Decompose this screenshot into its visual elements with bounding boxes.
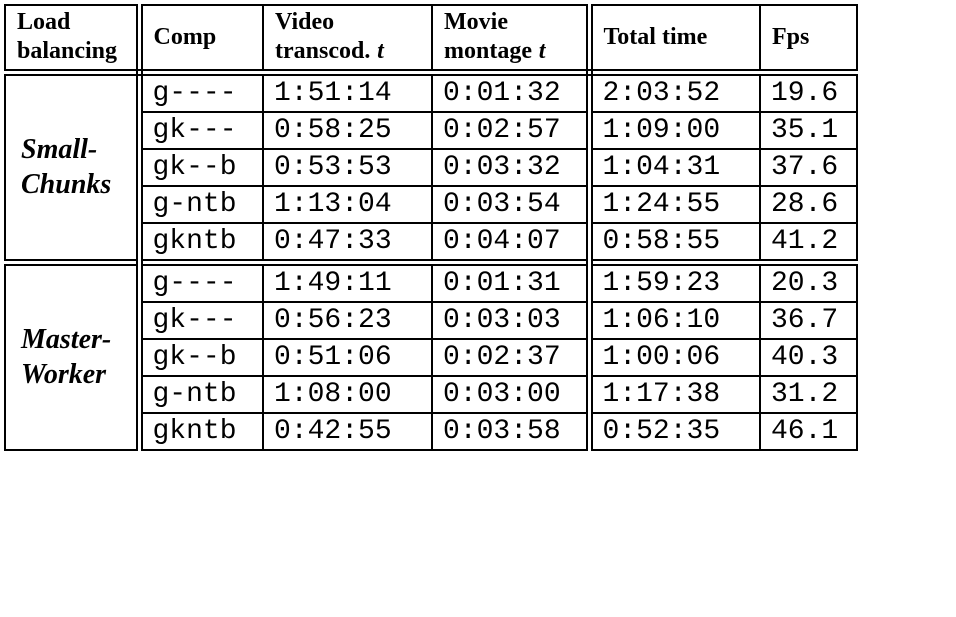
fps-cell: 36.7	[759, 300, 858, 340]
results-table: Load balancing Comp Video transcod. t Mov…	[4, 3, 858, 451]
comp-cell: g----	[138, 71, 264, 113]
movie-montage-cell: 0:01:32	[431, 71, 593, 113]
table-row: gk--- 0:58:25 0:02:57 1:09:00 35.1	[5, 110, 858, 150]
comp-cell: g-ntb	[138, 374, 264, 414]
col-header-label: Movie montage	[444, 9, 532, 65]
movie-montage-cell: 0:03:54	[431, 184, 593, 224]
col-header-label: Comp	[153, 23, 217, 50]
col-header-label: Load balancing	[17, 9, 118, 65]
table-row: gkntb 0:47:33 0:04:07 0:58:55 41.2	[5, 221, 858, 264]
table-row: Small-Chunks g---- 1:51:14 0:01:32 2:03:…	[4, 71, 858, 264]
col-header-video-transcod: Video transcod. t	[262, 3, 433, 76]
col-header-label: Fps	[772, 23, 810, 50]
total-time-cell: 1:00:06	[588, 337, 761, 377]
fps-cell: 35.1	[759, 110, 858, 150]
comp-cell: gk---	[138, 110, 264, 150]
fps-cell: 46.1	[759, 411, 858, 451]
fps-cell: 19.6	[759, 71, 858, 113]
total-time-cell: 2:03:52	[588, 71, 761, 113]
group-cell-small-chunks: Small-Chunks	[4, 71, 143, 264]
total-time-cell: 1:17:38	[588, 374, 761, 414]
video-transcod-cell: 0:51:06	[262, 337, 433, 377]
table-row: Master-Worker g---- 1:49:11 0:01:31 1:59…	[4, 258, 858, 451]
comp-cell: g-ntb	[138, 184, 264, 224]
video-transcod-cell: 0:58:25	[262, 110, 433, 150]
total-time-cell: 0:58:55	[588, 221, 761, 264]
fps-cell: 40.3	[759, 337, 858, 377]
comp-cell: g----	[138, 258, 264, 303]
video-transcod-cell: 0:47:33	[262, 221, 433, 264]
video-transcod-cell: 0:53:53	[262, 147, 433, 187]
video-transcod-cell: 1:08:00	[262, 374, 433, 414]
movie-montage-cell: 0:04:07	[431, 221, 593, 264]
table-header-row: Load balancing Comp Video transcod. t Mov…	[4, 3, 858, 76]
comp-cell: gkntb	[138, 411, 264, 451]
total-time-cell: 0:52:35	[588, 411, 761, 451]
col-header-label: Video transcod.	[275, 9, 371, 65]
movie-montage-cell: 0:03:00	[431, 374, 593, 414]
total-time-cell: 1:06:10	[588, 300, 761, 340]
movie-montage-cell: 0:01:31	[431, 258, 593, 303]
comp-cell: gk---	[138, 300, 264, 340]
total-time-cell: 1:24:55	[588, 184, 761, 224]
comp-cell: gk--b	[138, 337, 264, 377]
group-cell-master-worker: Master-Worker	[4, 258, 143, 451]
total-time-cell: 1:59:23	[588, 258, 761, 303]
video-transcod-cell: 0:42:55	[262, 411, 433, 451]
fps-cell: 41.2	[759, 221, 858, 264]
col-header-italic-t: t	[538, 38, 546, 65]
table-row: gk--- 0:56:23 0:03:03 1:06:10 36.7	[5, 300, 858, 340]
col-header-label: Total time	[603, 23, 708, 50]
movie-montage-cell: 0:02:57	[431, 110, 593, 150]
fps-cell: 37.6	[759, 147, 858, 187]
video-transcod-cell: 1:13:04	[262, 184, 433, 224]
movie-montage-cell: 0:02:37	[431, 337, 593, 377]
comp-cell: gkntb	[138, 221, 264, 264]
video-transcod-cell: 1:49:11	[262, 258, 433, 303]
fps-cell: 20.3	[759, 258, 858, 303]
table-row: gk--b 0:51:06 0:02:37 1:00:06 40.3	[5, 337, 858, 377]
col-header-comp: Comp	[138, 3, 264, 76]
total-time-cell: 1:04:31	[588, 147, 761, 187]
movie-montage-cell: 0:03:03	[431, 300, 593, 340]
col-header-fps: Fps	[759, 3, 858, 76]
col-header-italic-t: t	[377, 38, 384, 65]
col-header-load-balancing: Load balancing	[4, 3, 143, 76]
video-transcod-cell: 1:51:14	[262, 71, 433, 113]
comp-cell: gk--b	[138, 147, 264, 187]
table-row: g-ntb 1:08:00 0:03:00 1:17:38 31.2	[5, 374, 858, 414]
table-row: gkntb 0:42:55 0:03:58 0:52:35 46.1	[5, 411, 858, 451]
fps-cell: 31.2	[759, 374, 858, 414]
movie-montage-cell: 0:03:32	[431, 147, 593, 187]
total-time-cell: 1:09:00	[588, 110, 761, 150]
movie-montage-cell: 0:03:58	[431, 411, 593, 451]
table-row: g-ntb 1:13:04 0:03:54 1:24:55 28.6	[5, 184, 858, 224]
col-header-total-time: Total time	[588, 3, 761, 76]
table-row: gk--b 0:53:53 0:03:32 1:04:31 37.6	[5, 147, 858, 187]
fps-cell: 28.6	[759, 184, 858, 224]
col-header-movie-montage: Movie montage t	[431, 3, 593, 76]
video-transcod-cell: 0:56:23	[262, 300, 433, 340]
